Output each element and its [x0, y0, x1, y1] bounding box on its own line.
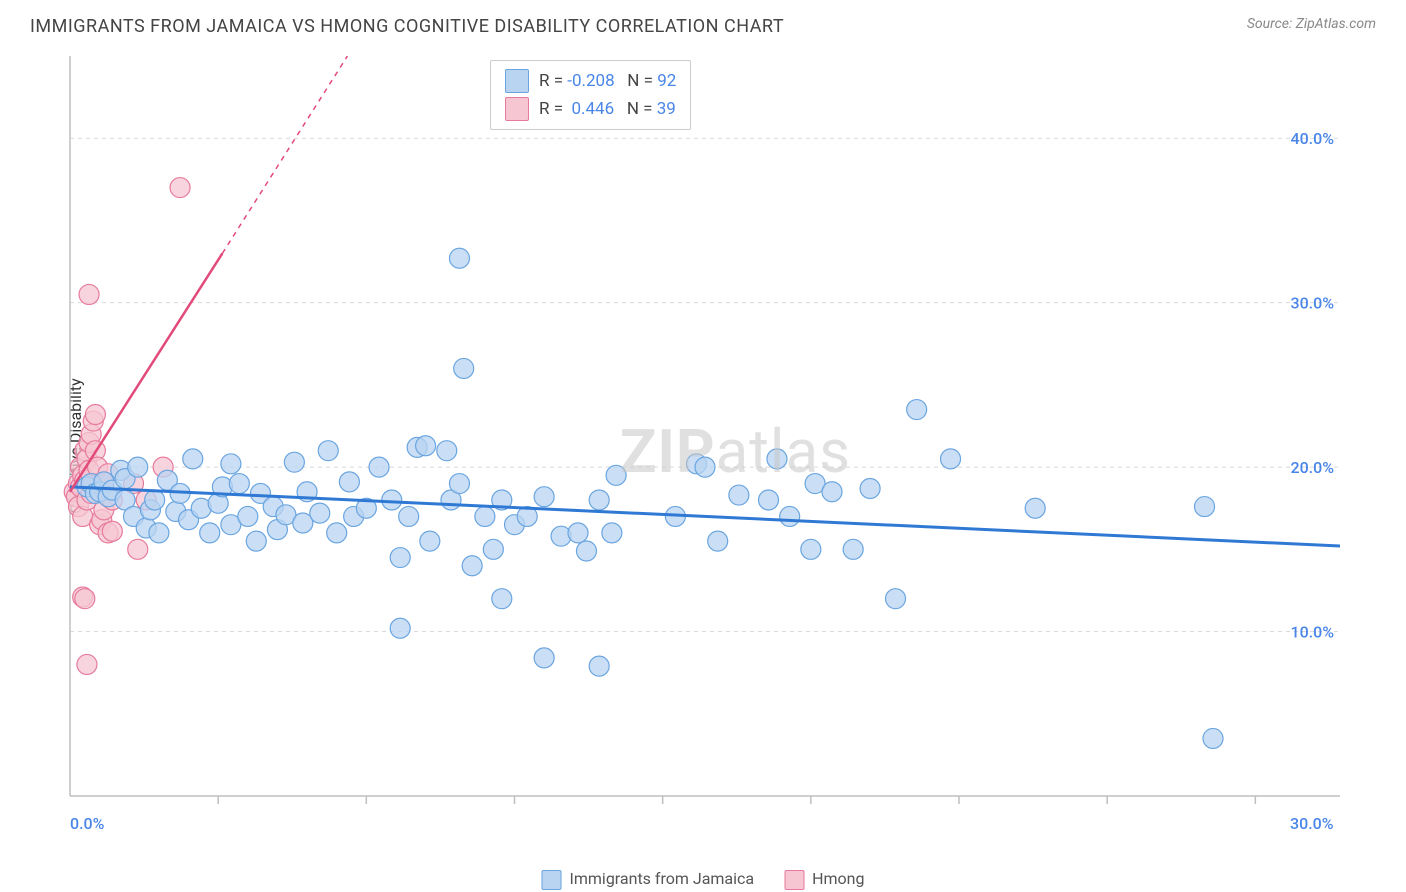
- data-point: [246, 531, 266, 551]
- data-point: [534, 648, 554, 668]
- data-point: [449, 248, 469, 268]
- series-legend: Immigrants from Jamaica Hmong: [542, 869, 865, 890]
- legend-swatch: [505, 97, 529, 121]
- data-point: [822, 482, 842, 502]
- data-point: [318, 441, 338, 461]
- trend-line-hmong-extrapolated: [222, 56, 347, 253]
- data-point: [708, 531, 728, 551]
- x-tick-label: 0.0%: [70, 814, 104, 833]
- data-point: [454, 358, 474, 378]
- legend-item: Hmong: [784, 869, 864, 890]
- data-point: [170, 178, 190, 198]
- y-tick-label: 40.0%: [1290, 129, 1334, 148]
- data-point: [200, 523, 220, 543]
- data-point: [483, 539, 503, 559]
- data-point: [695, 457, 715, 477]
- data-point: [85, 404, 105, 424]
- data-point: [568, 523, 588, 543]
- chart-header: IMMIGRANTS FROM JAMAICA VS HMONG COGNITI…: [0, 0, 1406, 43]
- data-point: [221, 454, 241, 474]
- data-point: [79, 284, 99, 304]
- legend-row: R = 0.446 N = 39: [505, 95, 676, 123]
- data-point: [284, 452, 304, 472]
- legend-text: R = -0.208 N = 92: [539, 71, 676, 91]
- data-point: [462, 556, 482, 576]
- legend-swatch: [784, 870, 804, 890]
- data-point: [449, 474, 469, 494]
- data-point: [437, 441, 457, 461]
- data-point: [183, 449, 203, 469]
- data-point: [801, 539, 821, 559]
- data-point: [589, 656, 609, 676]
- y-tick-label: 10.0%: [1290, 623, 1334, 642]
- data-point: [475, 506, 495, 526]
- correlation-legend: R = -0.208 N = 92 R = 0.446 N = 39: [490, 60, 691, 130]
- legend-label: Immigrants from Jamaica: [570, 869, 755, 888]
- legend-row: R = -0.208 N = 92: [505, 67, 676, 95]
- data-point: [843, 539, 863, 559]
- data-point: [576, 541, 596, 561]
- data-point: [941, 449, 961, 469]
- data-point: [602, 523, 622, 543]
- legend-item: Immigrants from Jamaica: [542, 869, 755, 890]
- data-point: [102, 521, 122, 541]
- data-point: [399, 506, 419, 526]
- data-point: [390, 548, 410, 568]
- data-point: [416, 436, 436, 456]
- data-point: [390, 618, 410, 638]
- data-point: [860, 478, 880, 498]
- data-point: [729, 485, 749, 505]
- y-tick-label: 20.0%: [1290, 458, 1334, 477]
- data-point: [75, 589, 95, 609]
- legend-label: Hmong: [812, 869, 864, 888]
- data-point: [145, 490, 165, 510]
- data-point: [759, 490, 779, 510]
- data-point: [382, 490, 402, 510]
- data-point: [128, 539, 148, 559]
- chart-area: 10.0%20.0%30.0%40.0% ZIPatlas R = -0.208…: [50, 56, 1360, 816]
- data-point: [886, 589, 906, 609]
- data-point: [492, 589, 512, 609]
- data-point: [780, 506, 800, 526]
- data-point: [420, 531, 440, 551]
- data-point: [238, 506, 258, 526]
- y-tick-label: 30.0%: [1290, 294, 1334, 313]
- data-point: [149, 523, 169, 543]
- data-point: [907, 400, 927, 420]
- data-point: [767, 449, 787, 469]
- legend-swatch: [542, 870, 562, 890]
- chart-title: IMMIGRANTS FROM JAMAICA VS HMONG COGNITI…: [30, 16, 784, 37]
- chart-source: Source: ZipAtlas.com: [1247, 16, 1376, 32]
- data-point: [327, 523, 347, 543]
- data-point: [229, 474, 249, 494]
- legend-text: R = 0.446 N = 39: [539, 99, 676, 119]
- x-tick-label: 30.0%: [1290, 814, 1334, 833]
- scatter-plot: 10.0% 20.0% 30.0% 40.0%: [50, 56, 1360, 816]
- data-point: [77, 654, 97, 674]
- data-point: [1203, 728, 1223, 748]
- data-point: [310, 503, 330, 523]
- data-point: [1195, 497, 1215, 517]
- data-point: [339, 472, 359, 492]
- data-point: [1025, 498, 1045, 518]
- data-point: [534, 487, 554, 507]
- data-point: [589, 490, 609, 510]
- data-point: [128, 457, 148, 477]
- data-point: [606, 465, 626, 485]
- data-point: [369, 457, 389, 477]
- legend-swatch: [505, 69, 529, 93]
